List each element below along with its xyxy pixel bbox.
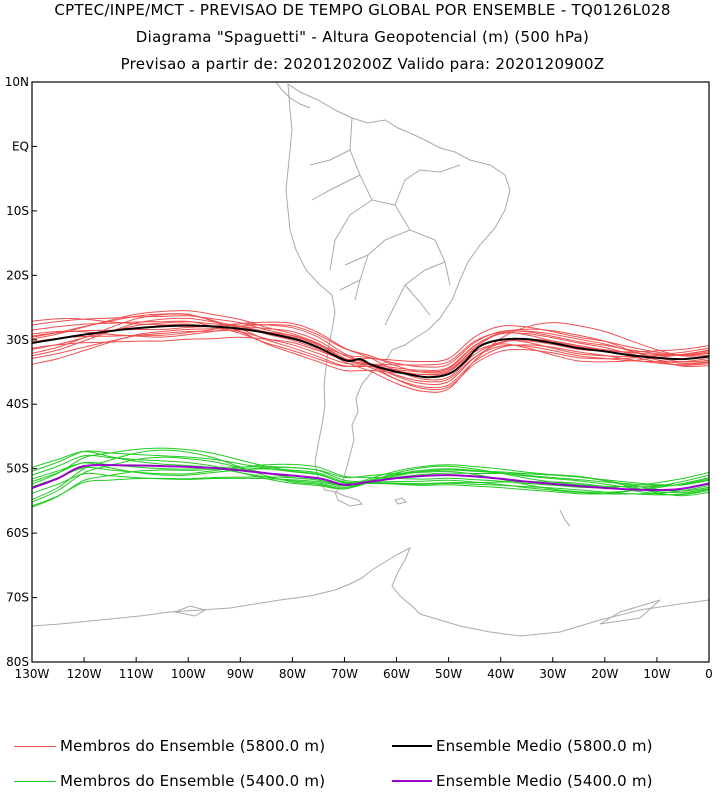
antarctic-islands [173,509,661,625]
member-5800-line [32,321,709,393]
lon-tick-label: 130W [15,667,50,681]
spaghetti-map: 10N EQ 10S 20S 30S 40S 50S 60S 70S 80S 130W 120W 11… [5,75,713,681]
mean-5400-line [32,463,709,492]
tierra-del-fuego [334,491,364,507]
legend-label-members-5800: Membros do Ensemble (5800.0 m) [60,737,326,755]
lat-tick-label: EQ [12,139,29,153]
coastlines [32,82,709,637]
lon-tick-label: 20W [591,667,618,681]
lat-tick-label: 50S [6,462,29,476]
mean-5800-line [32,324,709,379]
lon-tick-label: 50W [435,667,462,681]
member-5800-line [32,324,709,374]
lon-tick-label: 120W [67,667,102,681]
lat-tick-label: 10N [5,75,29,89]
mean-lines-group [32,324,709,492]
member-5800-line [32,313,709,373]
lon-tick-label: 70W [331,667,358,681]
legend-members-5400: Membros do Ensemble (5400.0 m) [14,771,325,791]
lon-tick-label: 40W [487,667,514,681]
lat-tick-label: 40S [6,397,29,411]
title-line-3: Previsao a partir de: 2020120200Z Valido… [120,55,605,73]
legend-mean-5400: Ensemble Medio (5400.0 m) [392,771,653,791]
lat-tick-label: 20S [6,268,29,282]
lon-tick-label: 100W [171,667,206,681]
legend-label-members-5400: Membros do Ensemble (5400.0 m) [60,772,326,790]
legend-mean-5800: Ensemble Medio (5800.0 m) [392,736,653,756]
lat-tick-label: 80S [6,655,29,669]
falkland-islands [394,497,407,505]
lon-tick-label: 60W [383,667,410,681]
lat-tick-label: 60S [6,526,29,540]
legend-swatch-members-5800 [14,745,56,747]
members-5400-group [32,447,709,508]
lon-tick-label: 30W [539,667,566,681]
member-5400-line [32,462,709,493]
legend: Membros do Ensemble (5800.0 m) Ensemble … [0,730,725,792]
legend-swatch-members-5400 [14,780,56,782]
title-line-2: Diagrama "Spaguetti" - Altura Geopotenci… [135,28,590,46]
legend-swatch-mean-5800 [392,745,432,747]
lon-tick-label: 90W [227,667,254,681]
member-5800-line [32,323,709,391]
central-america-coast [275,82,311,109]
legend-label-mean-5400: Ensemble Medio (5400.0 m) [436,772,653,790]
map-frame [31,81,710,663]
member-5800-line [32,313,709,375]
lon-tick-label: 110W [119,667,154,681]
legend-label-mean-5800: Ensemble Medio (5800.0 m) [436,737,653,755]
longitude-axis: 130W 120W 110W 100W 90W 80W 70W 60W 50W 40W 30W 20W… [15,657,713,681]
title-line-1: CPTEC/INPE/MCT - PREVISAO DE TEMPO GLOBA… [54,1,671,19]
legend-members-5800: Membros do Ensemble (5800.0 m) [14,736,325,756]
lon-tick-label: 10W [643,667,670,681]
lon-tick-label: 80W [279,667,306,681]
latitude-axis: 10N EQ 10S 20S 30S 40S 50S 60S 70S 80S [5,75,37,669]
member-5800-line [32,310,709,389]
lat-tick-label: 70S [6,591,29,605]
south-america-coast [285,83,511,493]
country-borders [309,117,461,326]
member-5400-line [32,447,709,496]
lat-tick-label: 30S [6,333,29,347]
lon-tick-label: 0 [705,667,713,681]
lat-tick-label: 10S [6,204,29,218]
legend-swatch-mean-5400 [392,780,432,782]
